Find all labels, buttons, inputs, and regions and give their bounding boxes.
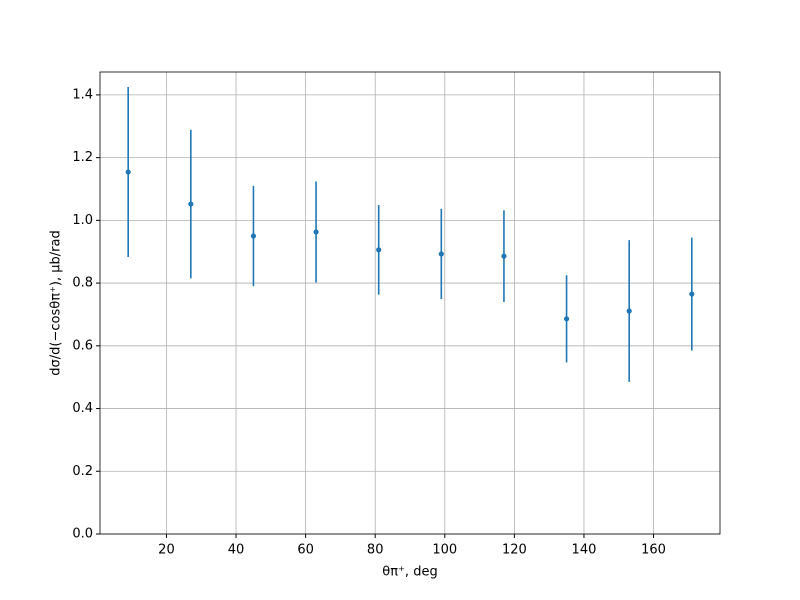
y-axis-label: dσ/d(−cosθπ⁺), μb/rad <box>49 230 64 375</box>
y-tick-label: 1.0 <box>72 213 93 228</box>
x-tick-label: 140 <box>572 543 597 558</box>
data-point <box>376 247 382 253</box>
y-tick-label: 1.2 <box>72 150 93 165</box>
y-tick-label: 0.6 <box>72 338 93 353</box>
x-tick-label: 160 <box>641 543 666 558</box>
plot-frame <box>99 71 721 535</box>
data-point <box>438 251 444 257</box>
data-point <box>501 253 507 259</box>
x-tick-label: 40 <box>228 543 245 558</box>
data-point <box>563 316 570 322</box>
y-tick-label: 0.4 <box>72 401 93 416</box>
x-tick-label: 100 <box>432 543 457 558</box>
data-point <box>626 308 632 314</box>
data-point <box>689 291 695 297</box>
data-point <box>188 201 194 207</box>
x-tick-label: 60 <box>297 543 314 558</box>
y-tick-label: 0.8 <box>72 276 93 291</box>
y-tick-label: 1.4 <box>72 87 93 102</box>
x-tick-label: 20 <box>158 543 175 558</box>
data-point <box>250 233 257 239</box>
x-tick-label: 120 <box>502 543 527 558</box>
data-point <box>313 229 319 235</box>
x-tick-label: 80 <box>367 543 384 558</box>
data-point <box>125 169 131 175</box>
y-tick-label: 0.2 <box>72 464 93 479</box>
x-axis-label: θπ⁺, deg <box>382 565 437 580</box>
y-tick-label: 0.0 <box>72 527 93 542</box>
